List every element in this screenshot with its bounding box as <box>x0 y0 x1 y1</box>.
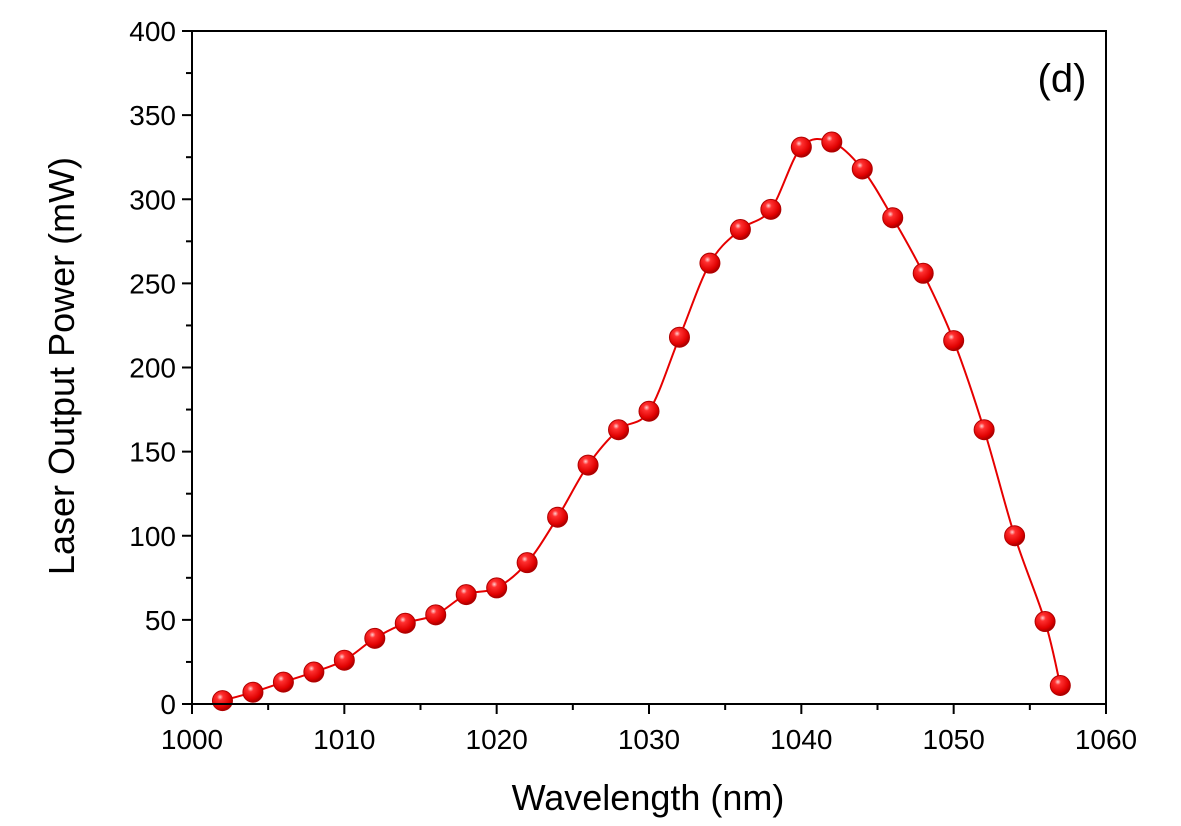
data-point <box>1034 611 1056 633</box>
series-line <box>222 137 1062 702</box>
data-point <box>608 419 630 441</box>
y-tick-label: 150 <box>129 437 176 468</box>
y-tick-label: 0 <box>160 689 176 720</box>
y-tick-label: 100 <box>129 521 176 552</box>
data-point <box>1049 674 1071 696</box>
y-axis-title: Laser Output Power (mW) <box>41 157 82 575</box>
x-tick-label: 1040 <box>770 724 832 755</box>
x-tick-label: 1010 <box>313 724 375 755</box>
plot-frame <box>191 30 1107 705</box>
data-point <box>943 330 965 352</box>
data-point <box>790 136 812 158</box>
data-point <box>211 690 233 712</box>
y-tick-label: 400 <box>129 16 176 47</box>
x-axis-title: Wavelength (nm) <box>512 777 785 818</box>
series-layer <box>211 131 1071 712</box>
data-point <box>668 326 690 348</box>
data-point <box>547 506 569 528</box>
x-tick-label: 1030 <box>618 724 680 755</box>
data-point <box>577 454 599 476</box>
x-tick-label: 1050 <box>923 724 985 755</box>
y-tick-label: 350 <box>129 100 176 131</box>
data-point <box>242 681 264 703</box>
data-point <box>699 252 721 274</box>
x-tick-label: 1000 <box>161 724 223 755</box>
y-tick-label: 50 <box>145 605 176 636</box>
data-point <box>303 661 325 683</box>
data-point <box>272 671 294 693</box>
data-point <box>516 552 538 574</box>
data-point <box>912 262 934 284</box>
data-point <box>729 219 751 241</box>
data-point <box>333 649 355 671</box>
data-point <box>851 158 873 180</box>
axes-layer: 1000 1010 1020 1030 1040 1050 1060 0 50 100 150 200… <box>129 16 1137 755</box>
data-point <box>394 612 416 634</box>
panel-label: (d) <box>1038 57 1087 101</box>
data-point <box>455 584 477 606</box>
data-point <box>821 131 843 153</box>
y-tick-label: 300 <box>129 184 176 215</box>
data-point <box>425 604 447 626</box>
data-point <box>486 577 508 599</box>
y-tick-label: 250 <box>129 268 176 299</box>
y-tick-label: 200 <box>129 353 176 384</box>
x-tick-label: 1060 <box>1075 724 1137 755</box>
x-tick-label: 1020 <box>466 724 528 755</box>
data-point <box>638 400 660 422</box>
data-point <box>973 419 995 441</box>
data-point <box>1004 525 1026 547</box>
data-point <box>760 198 782 220</box>
data-point <box>882 207 904 229</box>
data-point <box>364 627 386 649</box>
